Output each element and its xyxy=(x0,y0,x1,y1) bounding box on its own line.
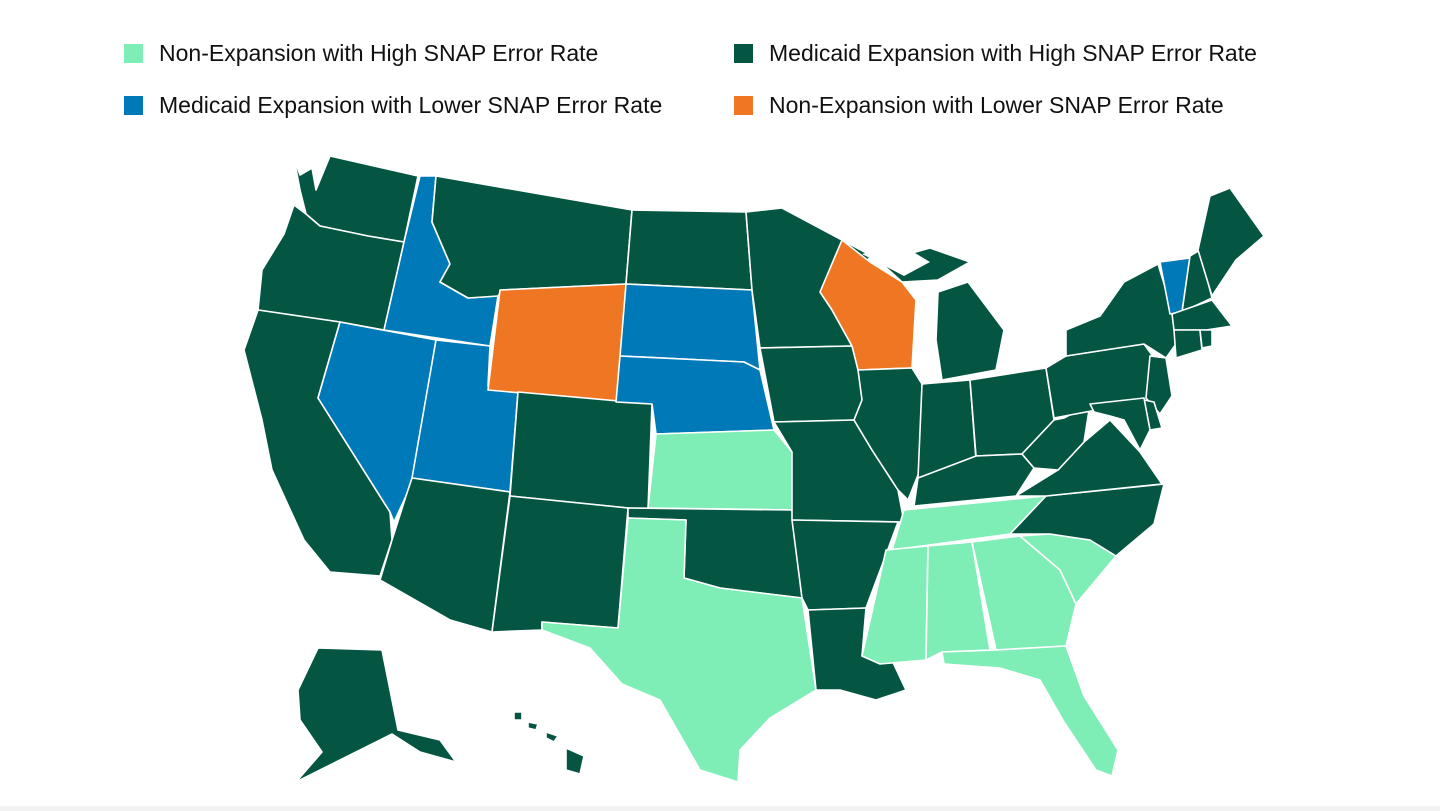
bottom-strip xyxy=(0,806,1440,811)
state-ma[interactable] xyxy=(1171,299,1233,331)
state-la[interactable] xyxy=(807,607,907,701)
state-il[interactable] xyxy=(853,367,923,501)
legend-item-medicaid-expansion-lower: Medicaid Expansion with Lower SNAP Error… xyxy=(124,92,662,119)
state-nd[interactable] xyxy=(625,209,753,291)
state-co[interactable] xyxy=(509,391,653,511)
state-ks[interactable] xyxy=(647,429,793,511)
state-mt[interactable] xyxy=(431,175,633,299)
legend-item-non-expansion-high: Non-Expansion with High SNAP Error Rate xyxy=(124,40,598,67)
state-nc[interactable] xyxy=(1009,483,1165,557)
lake-superior xyxy=(862,244,930,276)
lake-michigan xyxy=(918,296,934,382)
state-ct[interactable] xyxy=(1173,329,1203,359)
legend-label: Non-Expansion with Lower SNAP Error Rate xyxy=(769,92,1224,118)
map-legend: Non-Expansion with High SNAP Error Rate … xyxy=(124,32,1354,132)
state-wv[interactable] xyxy=(1021,403,1091,471)
state-wy[interactable] xyxy=(487,283,627,403)
legend-swatch xyxy=(124,96,143,115)
legend-label: Medicaid Expansion with High SNAP Error … xyxy=(769,40,1257,66)
state-hi[interactable] xyxy=(513,711,585,775)
legend-item-non-expansion-lower: Non-Expansion with Lower SNAP Error Rate xyxy=(734,92,1224,119)
legend-swatch xyxy=(124,44,143,63)
legend-label: Medicaid Expansion with Lower SNAP Error… xyxy=(159,92,663,118)
legend-label: Non-Expansion with High SNAP Error Rate xyxy=(159,40,599,66)
state-ak[interactable] xyxy=(295,647,457,783)
state-wa[interactable] xyxy=(293,155,419,243)
state-md[interactable] xyxy=(1089,397,1151,451)
state-ri[interactable] xyxy=(1199,329,1213,349)
state-nj[interactable] xyxy=(1145,355,1173,415)
state-nh[interactable] xyxy=(1181,249,1213,313)
state-ny[interactable] xyxy=(1065,263,1177,359)
state-tx[interactable] xyxy=(541,517,817,783)
legend-swatch xyxy=(734,96,753,115)
state-ms[interactable] xyxy=(861,545,929,665)
legend-swatch xyxy=(734,44,753,63)
state-fl[interactable] xyxy=(941,645,1119,777)
state-nm[interactable] xyxy=(491,495,629,633)
legend-item-medicaid-expansion-high: Medicaid Expansion with High SNAP Error … xyxy=(734,40,1257,67)
state-me[interactable] xyxy=(1197,187,1265,297)
state-mi[interactable] xyxy=(879,247,1005,381)
